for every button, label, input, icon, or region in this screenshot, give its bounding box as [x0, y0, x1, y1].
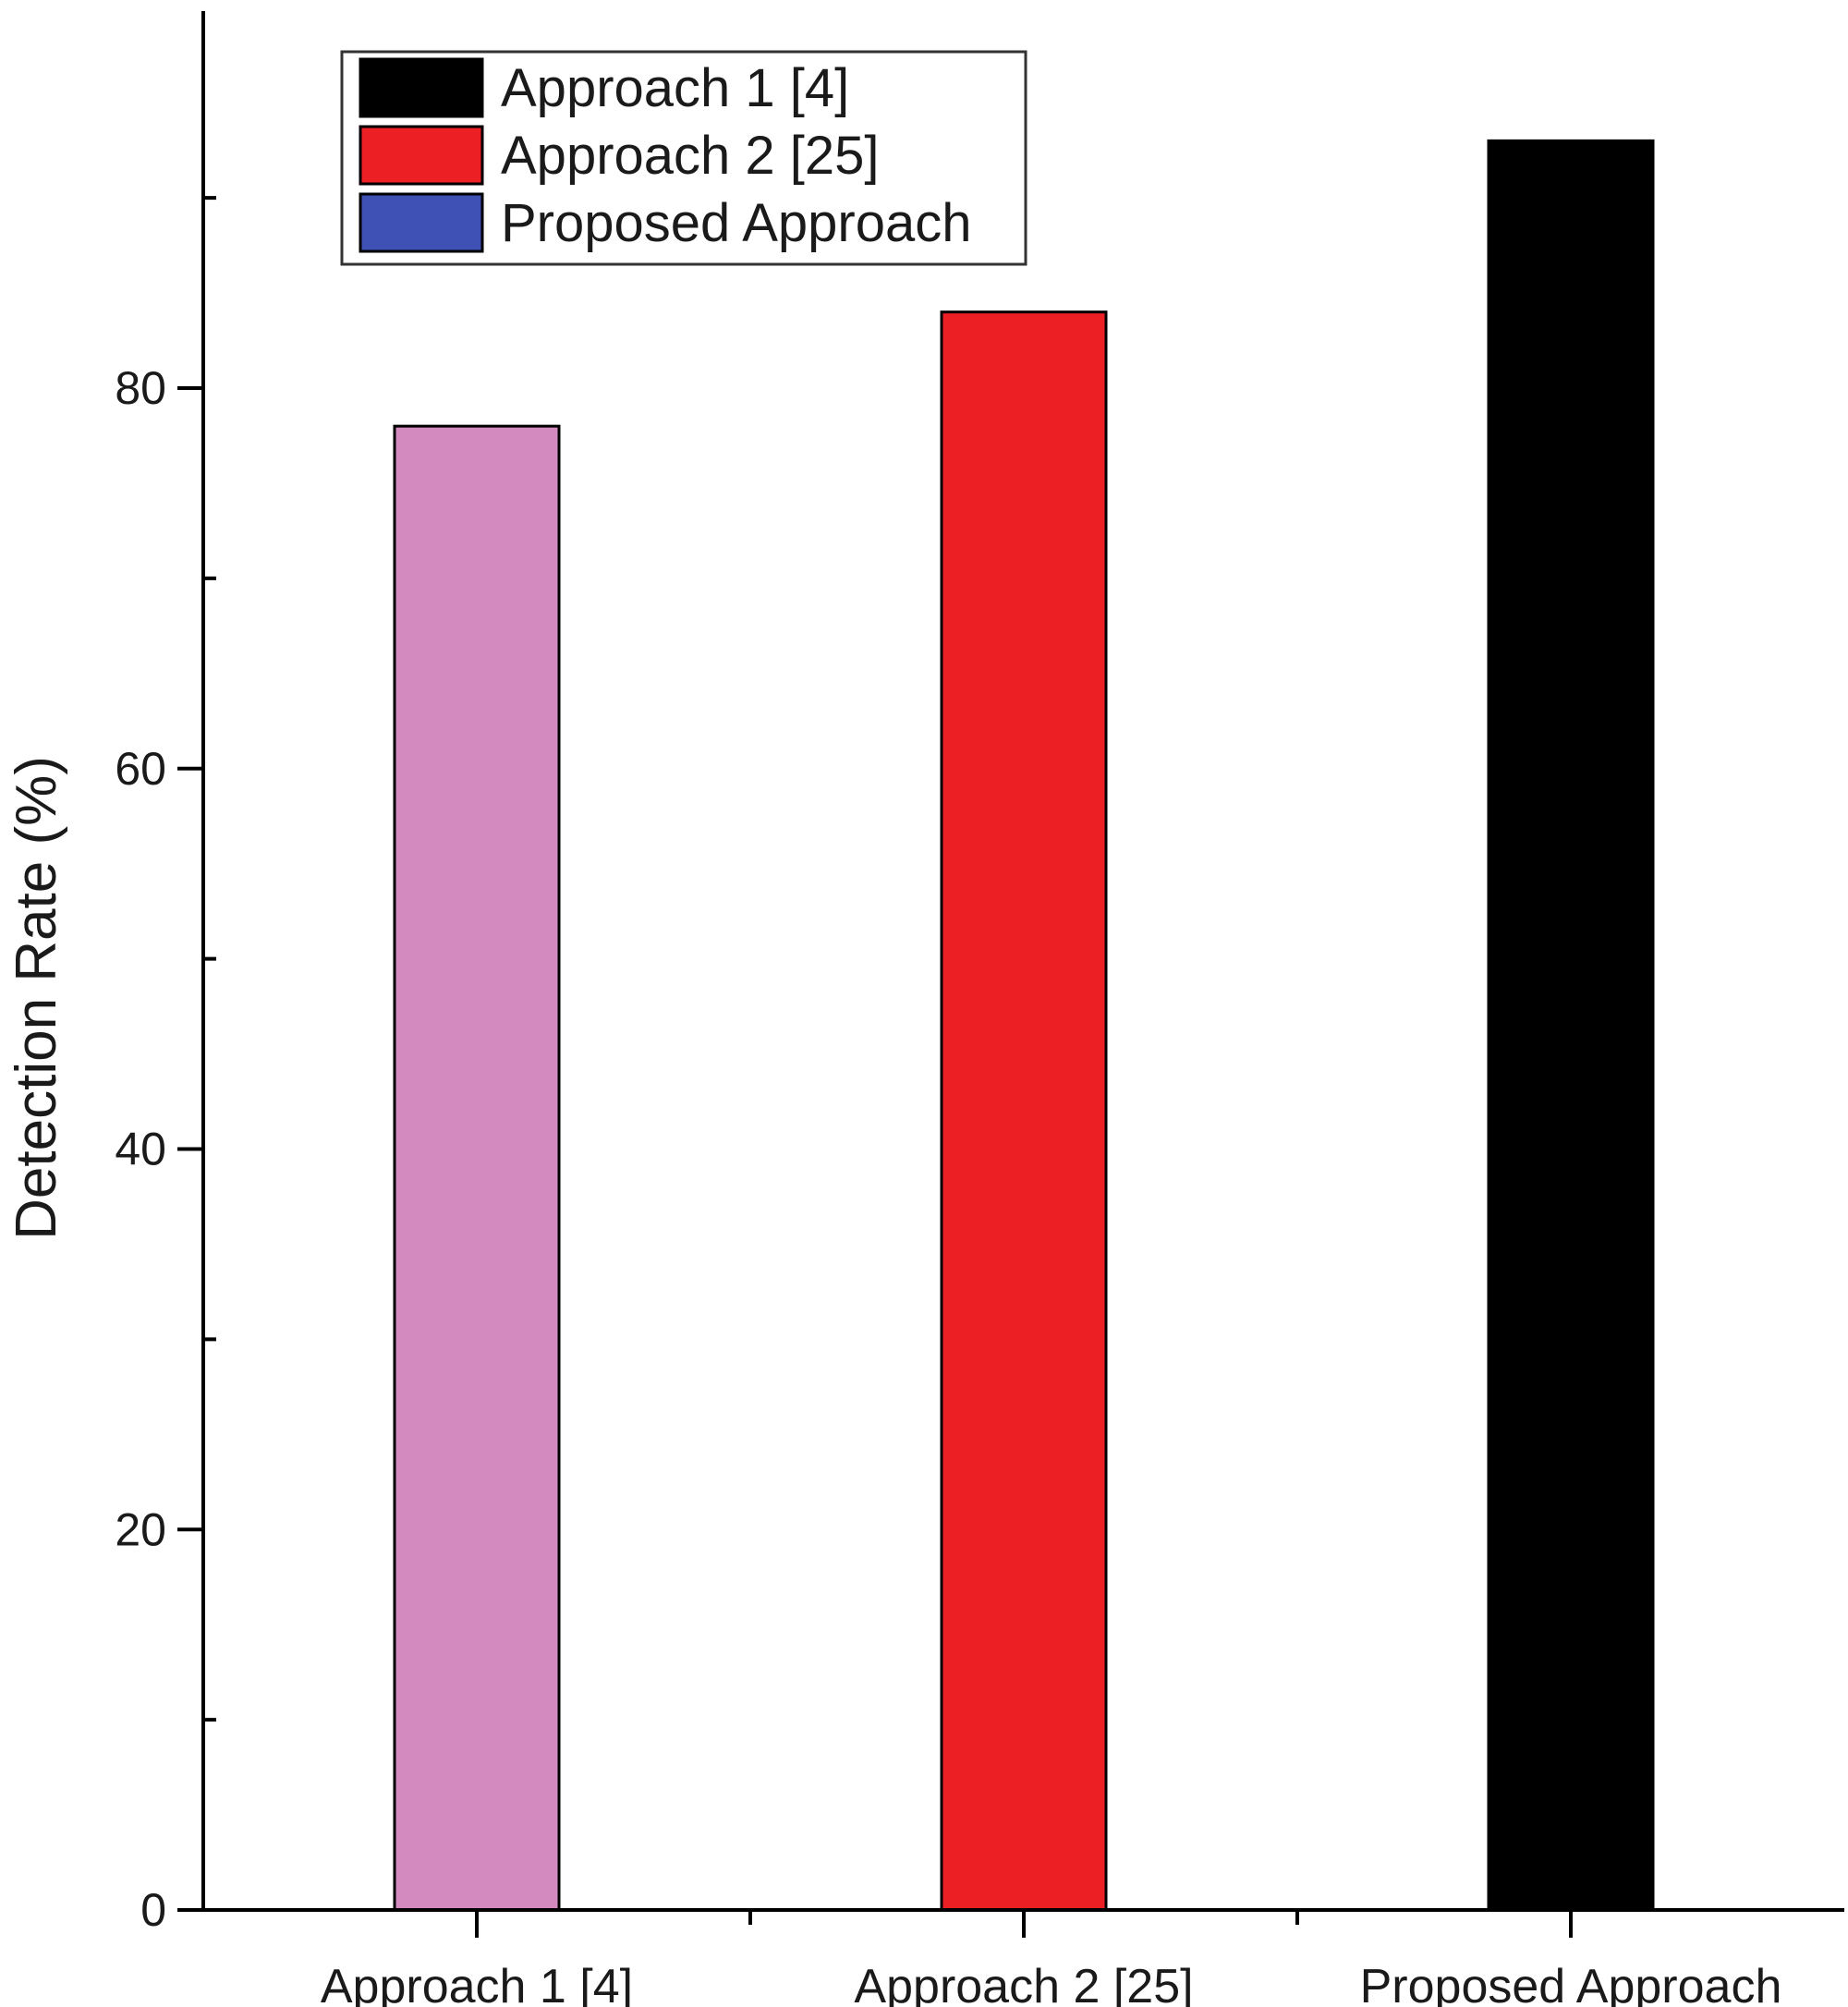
- legend-label: Proposed Approach: [501, 193, 971, 253]
- y-tick-label: 40: [115, 1124, 166, 1175]
- x-axis-ticks: Approach 1 [4] Approach 2 [25] Proposed Ap…: [321, 1910, 1782, 2007]
- bar-1: [393, 424, 561, 1912]
- bar-3: [1487, 139, 1655, 1912]
- legend-label: Approach 1 [4]: [501, 58, 849, 118]
- legend-swatch: [359, 57, 484, 118]
- bars: [393, 139, 1655, 1912]
- x-category-label: Proposed Approach: [1360, 1960, 1782, 2007]
- legend: Approach 1 [4] Approach 2 [25] Proposed Ap…: [340, 50, 1027, 266]
- bar-2: [940, 310, 1108, 1912]
- plot-area: 0 20 40 60 80 Approach 1 [4] Approach 2 [25] P…: [115, 11, 1844, 2007]
- x-category-label: Approach 1 [4]: [321, 1960, 633, 2007]
- y-tick-label: 60: [115, 743, 166, 795]
- legend-swatch: [359, 192, 484, 253]
- y-axis-ticks: 0 20 40 60 80: [115, 196, 216, 1936]
- y-tick-label: 0: [140, 1884, 166, 1936]
- y-axis-title: Detection Rate (%): [5, 756, 68, 1240]
- y-tick-label: 80: [115, 362, 166, 414]
- legend-swatch: [359, 125, 484, 186]
- y-tick-label: 20: [115, 1503, 166, 1555]
- x-category-label: Approach 2 [25]: [854, 1960, 1193, 2007]
- legend-label: Approach 2 [25]: [501, 126, 880, 186]
